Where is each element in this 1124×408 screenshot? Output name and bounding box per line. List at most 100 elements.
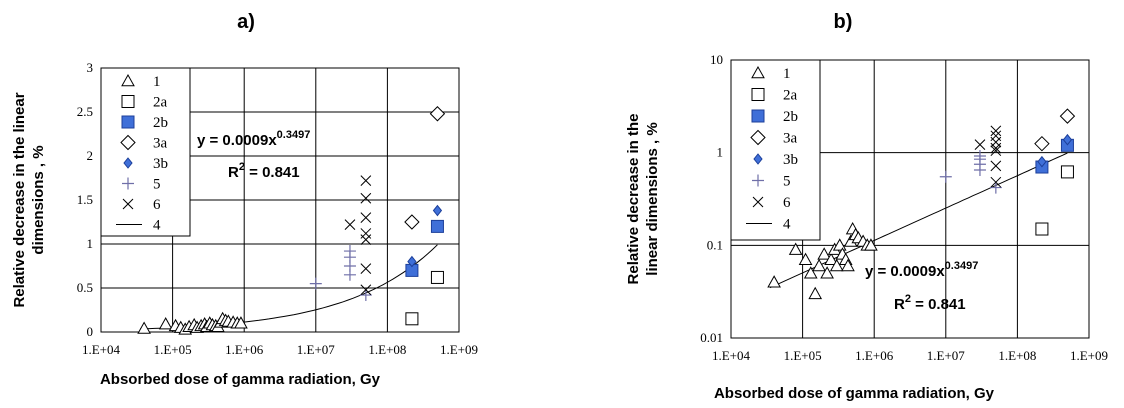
panel-a-x-ticks: 1.E+04 1.E+05 1.E+06 1.E+07 1.E+08 1.E+09: [82, 342, 478, 357]
point-series-6: [974, 139, 986, 151]
point-series-1: [808, 286, 823, 300]
point-series-2b: [430, 219, 444, 233]
x-tick-label: 1.E+04: [712, 348, 751, 363]
legend-label-2a: 2a: [153, 95, 168, 111]
point-series-2a: [1035, 222, 1049, 236]
y-tick-label: 1: [87, 236, 94, 251]
y-tick-label: 0.5: [77, 280, 93, 295]
x-tick-label: 1.E+06: [225, 342, 264, 357]
panel-b-x-ticks: 1.E+04 1.E+05 1.E+06 1.E+07 1.E+08 1.E+09: [712, 348, 1108, 363]
panel-b-label: b): [834, 11, 853, 33]
x-tick-label: 1.E+07: [927, 348, 966, 363]
panel-b-legend-items: 1 2a 2b 3a 3b 5 6 4: [746, 65, 798, 233]
point-series-2a: [1060, 165, 1074, 179]
panel-b-points: [767, 108, 1076, 300]
point-series-3a: [1034, 135, 1050, 152]
x-tick-label: 1.E+09: [440, 342, 478, 357]
point-series-6: [360, 212, 372, 223]
y-tick-label: 1: [717, 145, 724, 160]
point-series-1: [812, 258, 826, 272]
panel-b-y-ticks: 0.01 0.1 1 10: [700, 52, 723, 345]
point-series-5: [309, 277, 322, 290]
panel-a-equation-exponent: 0.3497: [277, 129, 311, 141]
panel-b-legend: [730, 59, 821, 241]
panel-b-r2-value: = 0.841: [911, 296, 966, 313]
point-series-1: [824, 252, 838, 265]
point-series-6: [990, 176, 1002, 188]
point-series-6: [360, 263, 372, 274]
legend-label-4: 4: [783, 217, 791, 233]
legend-marker-2b: [121, 115, 135, 129]
legend-label-5: 5: [153, 177, 161, 193]
legend-label-6: 6: [783, 195, 791, 211]
panel-b-x-axis-title: Absorbed dose of gamma radiation, Gy: [714, 385, 995, 402]
point-series-1: [798, 252, 813, 265]
legend-marker-2a: [751, 88, 765, 101]
legend-label-3a: 3a: [783, 131, 798, 147]
legend-label-1: 1: [153, 74, 161, 90]
legend-label-3b: 3b: [153, 156, 168, 172]
point-series-6: [990, 125, 1002, 137]
point-series-1: [864, 238, 878, 251]
x-tick-label: 1.E+08: [998, 348, 1036, 363]
point-series-3b: [432, 204, 443, 217]
point-series-6: [344, 219, 356, 230]
y-tick-label: 10: [710, 52, 723, 67]
point-series-6: [360, 284, 372, 296]
point-series-1: [788, 242, 803, 255]
legend-marker-3a: [120, 134, 136, 151]
legend-marker-3a: [750, 129, 766, 146]
legend-marker-1: [751, 65, 765, 79]
panel-a-chart: a) 00.511.522.53 1.E+04 1.E+05 1.E+06 1.E+0…: [11, 11, 478, 388]
panel-b-y-axis-title-line2: linear dimensions , %: [644, 122, 661, 275]
point-series-3b: [1037, 155, 1047, 168]
y-tick-label: 1.5: [77, 192, 93, 207]
panel-b-equation-exponent: 0.3497: [945, 260, 979, 272]
point-series-3a: [404, 214, 420, 230]
point-series-1: [817, 247, 832, 260]
legend-marker-2b: [751, 109, 765, 123]
x-tick-label: 1.E+09: [1070, 348, 1108, 363]
legend-label-2a: 2a: [783, 88, 798, 104]
point-series-6: [990, 145, 1002, 157]
legend-marker-5: [752, 174, 764, 187]
legend-label-3a: 3a: [153, 136, 168, 152]
legend-label-2b: 2b: [153, 115, 168, 131]
panel-a-points: [137, 106, 446, 335]
point-series-6: [360, 234, 372, 245]
panel-a-legend: [100, 67, 191, 237]
panel-a-r2-value: = 0.841: [245, 164, 300, 181]
x-tick-label: 1.E+07: [297, 342, 336, 357]
y-tick-label: 2: [87, 148, 94, 163]
panel-a-equation: y = 0.0009x0.3497: [197, 129, 310, 149]
panel-a-fit-line: [139, 244, 438, 330]
point-series-3b: [407, 255, 417, 268]
y-tick-label: 2.5: [77, 104, 93, 119]
point-series-1: [803, 266, 818, 279]
legend-marker-6: [122, 198, 134, 210]
point-series-1: [158, 317, 173, 330]
y-tick-label: 0: [87, 324, 94, 339]
legend-label-5: 5: [783, 174, 791, 190]
legend-label-4: 4: [153, 218, 161, 234]
panel-a-y-ticks: 0 0.5 1 1.5 2 2.5 3: [77, 60, 93, 339]
point-series-5: [343, 245, 356, 258]
point-series-1: [137, 321, 151, 334]
point-series-6: [990, 136, 1002, 148]
panel-a-legend-items: 1 2a 2b 3a 3b 5 6 4: [116, 73, 168, 234]
point-series-6: [990, 142, 1002, 154]
point-series-6: [360, 228, 372, 239]
panel-b-r2-exp: 2: [905, 293, 911, 305]
point-series-1: [832, 238, 847, 251]
x-tick-label: 1.E+06: [855, 348, 894, 363]
legend-label-1: 1: [783, 66, 791, 82]
point-series-1: [841, 258, 855, 272]
legend-marker-3b: [123, 157, 133, 169]
panel-a-x-axis-title: Absorbed dose of gamma radiation, Gy: [100, 371, 381, 388]
point-series-6: [360, 175, 372, 186]
point-series-5: [973, 150, 986, 163]
point-series-6: [360, 192, 372, 204]
panel-b-equation-base: y = 0.0009x: [865, 263, 945, 280]
point-series-5: [989, 181, 1002, 194]
